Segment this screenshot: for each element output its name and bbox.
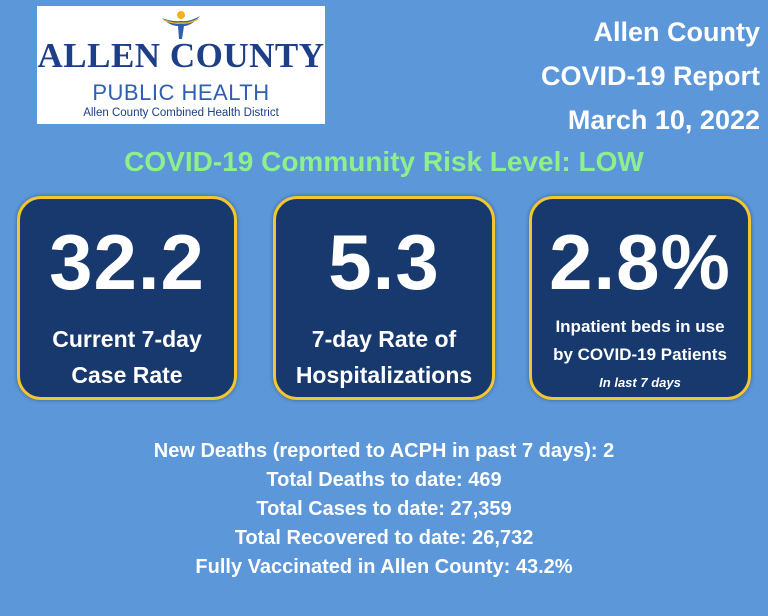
hospitalizations-card: 5.3 7-day Rate of Hospitalizations [273, 196, 495, 400]
stat-total-cases: Total Cases to date: 27,359 [256, 498, 512, 520]
inpatient-beds-card: 2.8% Inpatient beds in use by COVID-19 P… [529, 196, 751, 400]
hospitalizations-value: 5.3 [328, 218, 440, 306]
case-rate-card: 32.2 Current 7-day Case Rate [17, 196, 237, 400]
logo: ALLEN COUNTY PUBLIC HEALTH Allen County … [37, 6, 325, 124]
logo-subtitle: PUBLIC HEALTH [92, 80, 270, 105]
inpatient-beds-value: 2.8% [549, 218, 731, 306]
inpatient-beds-label-line1: Inpatient beds in use [555, 317, 725, 336]
stats-list: New Deaths (reported to ACPH in past 7 d… [0, 437, 768, 582]
case-rate-label-line2: Case Rate [71, 362, 183, 388]
stat-new-deaths: New Deaths (reported to ACPH in past 7 d… [153, 440, 615, 462]
case-rate-label-line1: Current 7-day [52, 326, 202, 352]
case-rate-label: Current 7-day Case Rate [20, 321, 234, 393]
hospitalizations-label: 7-day Rate of Hospitalizations [276, 321, 492, 393]
risk-level: COVID-19 Community Risk Level: LOW [124, 146, 644, 177]
header-report: COVID-19 Report [540, 61, 760, 91]
report-header: Allen County COVID-19 Report March 10, 2… [541, 10, 760, 142]
inpatient-beds-label: Inpatient beds in use by COVID-19 Patien… [532, 313, 748, 369]
inpatient-beds-label-line2: by COVID-19 Patients [553, 345, 727, 364]
logo-district: Allen County Combined Health District [83, 107, 279, 119]
stat-total-deaths: Total Deaths to date: 469 [266, 469, 502, 491]
logo-title: ALLEN COUNTY [37, 36, 325, 75]
header-county: Allen County [593, 17, 761, 47]
hospitalizations-label-line1: 7-day Rate of [311, 326, 457, 352]
header-date: March 10, 2022 [567, 105, 760, 135]
inpatient-beds-note: In last 7 days [599, 375, 681, 390]
stat-total-recovered: Total Recovered to date: 26,732 [234, 527, 534, 549]
hospitalizations-label-line2: Hospitalizations [295, 362, 473, 388]
case-rate-value: 32.2 [49, 218, 205, 306]
stat-fully-vaccinated: Fully Vaccinated in Allen County: 43.2% [195, 556, 573, 578]
person-figure-icon [162, 11, 200, 39]
